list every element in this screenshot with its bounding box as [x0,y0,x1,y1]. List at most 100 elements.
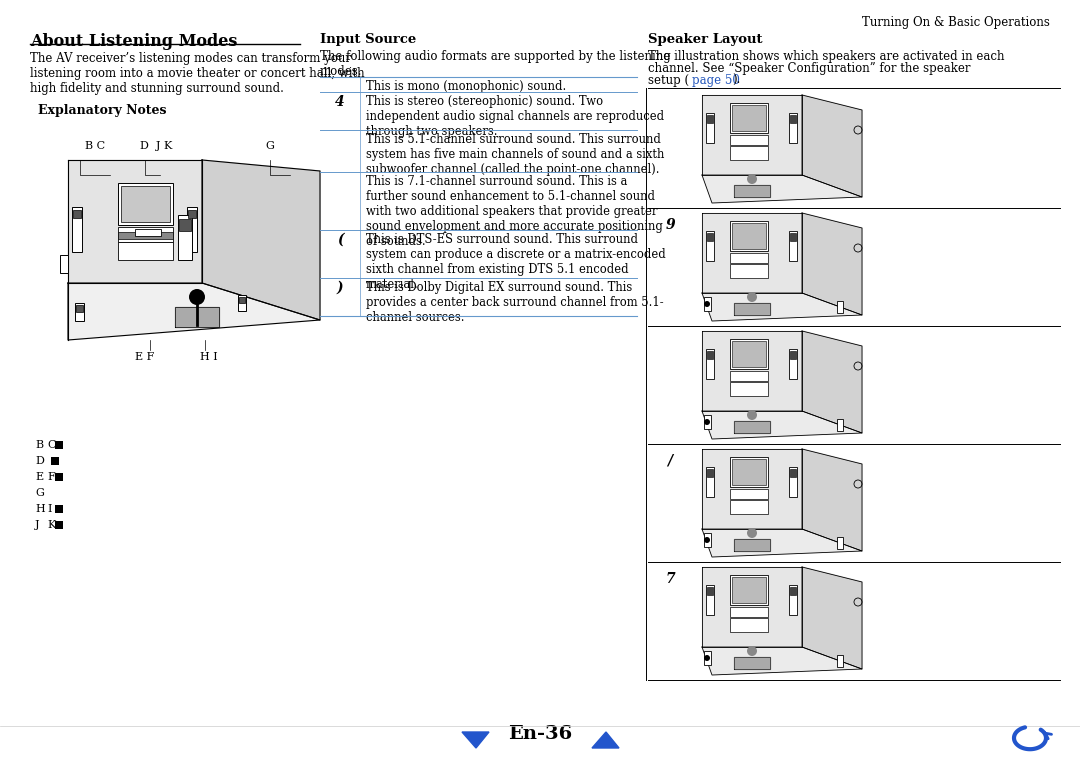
Bar [837,655,843,667]
Bar [730,146,768,160]
Bar [118,242,173,260]
Bar [730,382,768,396]
Bar [72,207,82,252]
Bar [55,521,63,529]
Circle shape [747,528,757,538]
Bar [732,341,766,367]
Bar [135,229,161,236]
Bar [707,233,713,241]
Text: En-36: En-36 [508,725,572,743]
Polygon shape [702,213,802,293]
Text: This is 5.1-channel surround sound. This surround
system has five main channels : This is 5.1-channel surround sound. This… [366,133,664,176]
Text: E F: E F [135,352,154,362]
Polygon shape [462,732,489,748]
Bar [238,295,246,311]
Bar [706,349,714,379]
Bar [707,469,713,477]
Bar [187,207,197,252]
Text: setup (: setup ( [648,74,689,87]
Polygon shape [734,421,770,433]
Bar [707,115,713,123]
Text: 9: 9 [665,218,675,232]
Text: This is 7.1-channel surround sound. This is a
further sound enhancement to 5.1-c: This is 7.1-channel surround sound. This… [366,175,663,248]
Text: C: C [48,440,55,450]
Bar [75,303,84,321]
Text: D: D [35,456,44,466]
Bar [789,115,796,123]
Polygon shape [592,732,619,748]
Bar [789,351,796,359]
Bar [837,419,843,431]
Text: Input Source: Input Source [320,33,416,46]
Circle shape [704,419,710,425]
Polygon shape [702,449,802,529]
Bar [704,415,711,429]
Bar [789,585,797,615]
Bar [732,577,766,603]
Text: D  J K: D J K [140,141,173,151]
Circle shape [747,410,757,420]
Bar [118,227,173,242]
Bar [179,219,191,231]
Bar [706,113,714,143]
Bar [704,533,711,547]
Bar [730,500,768,514]
Polygon shape [175,307,219,327]
Polygon shape [802,213,862,315]
Text: This is stereo (stereophonic) sound. Two
independent audio signal channels are r: This is stereo (stereophonic) sound. Two… [366,95,664,138]
Text: ): ) [337,281,343,295]
Polygon shape [702,175,862,203]
Bar [76,305,83,312]
Text: K: K [48,520,55,530]
Bar [704,297,711,311]
Bar [730,457,768,487]
Bar [730,575,768,605]
Polygon shape [702,95,802,175]
Text: /: / [667,454,673,468]
Text: F: F [48,472,55,482]
Bar [730,253,768,263]
Bar [730,489,768,499]
Polygon shape [68,160,202,283]
Bar [707,587,713,595]
Bar [730,339,768,369]
Text: H: H [35,504,44,514]
Text: H I: H I [200,352,218,362]
Text: 4: 4 [335,95,345,109]
Polygon shape [702,411,862,439]
Bar [730,607,768,617]
Bar [730,618,768,632]
Text: The AV receiver’s listening modes can transform your
listening room into a movie: The AV receiver’s listening modes can tr… [30,52,365,95]
Bar [188,210,195,218]
Polygon shape [702,293,862,321]
Polygon shape [702,529,862,557]
Bar [60,255,68,273]
Text: 7: 7 [665,572,675,586]
Polygon shape [802,567,862,669]
Polygon shape [734,303,770,315]
Text: This is mono (monophonic) sound.: This is mono (monophonic) sound. [366,80,566,93]
Circle shape [747,646,757,656]
Bar [789,467,797,497]
Bar [704,651,711,665]
Bar [789,587,796,595]
Bar [707,351,713,359]
Bar [789,469,796,477]
Polygon shape [802,449,862,551]
Bar [732,223,766,249]
Circle shape [704,301,710,307]
Bar [706,585,714,615]
Bar [732,459,766,485]
Circle shape [747,174,757,184]
Text: Explanatory Notes: Explanatory Notes [38,104,166,117]
Bar [73,210,81,218]
Text: J: J [35,520,40,530]
Bar [730,221,768,251]
Bar [178,215,192,260]
Text: B: B [35,440,43,450]
Text: The following audio formats are supported by the listening
modes.: The following audio formats are supporte… [320,50,671,78]
Bar [706,231,714,261]
Bar [55,441,63,449]
Circle shape [747,292,757,302]
Bar [730,264,768,278]
